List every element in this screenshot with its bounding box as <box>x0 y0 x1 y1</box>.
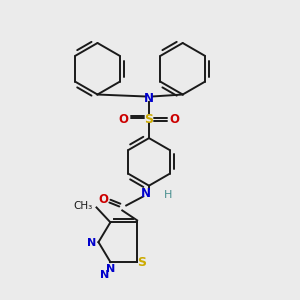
Text: N: N <box>87 238 96 248</box>
Text: O: O <box>98 193 108 206</box>
Text: S: S <box>138 256 147 269</box>
Text: N: N <box>144 92 154 105</box>
Text: H: H <box>164 190 172 200</box>
Text: N: N <box>100 270 109 280</box>
Text: CH₃: CH₃ <box>73 202 92 212</box>
Text: O: O <box>118 113 128 126</box>
Text: S: S <box>145 113 154 126</box>
Text: N: N <box>141 187 151 200</box>
Text: O: O <box>170 113 180 126</box>
Text: N: N <box>106 264 115 274</box>
